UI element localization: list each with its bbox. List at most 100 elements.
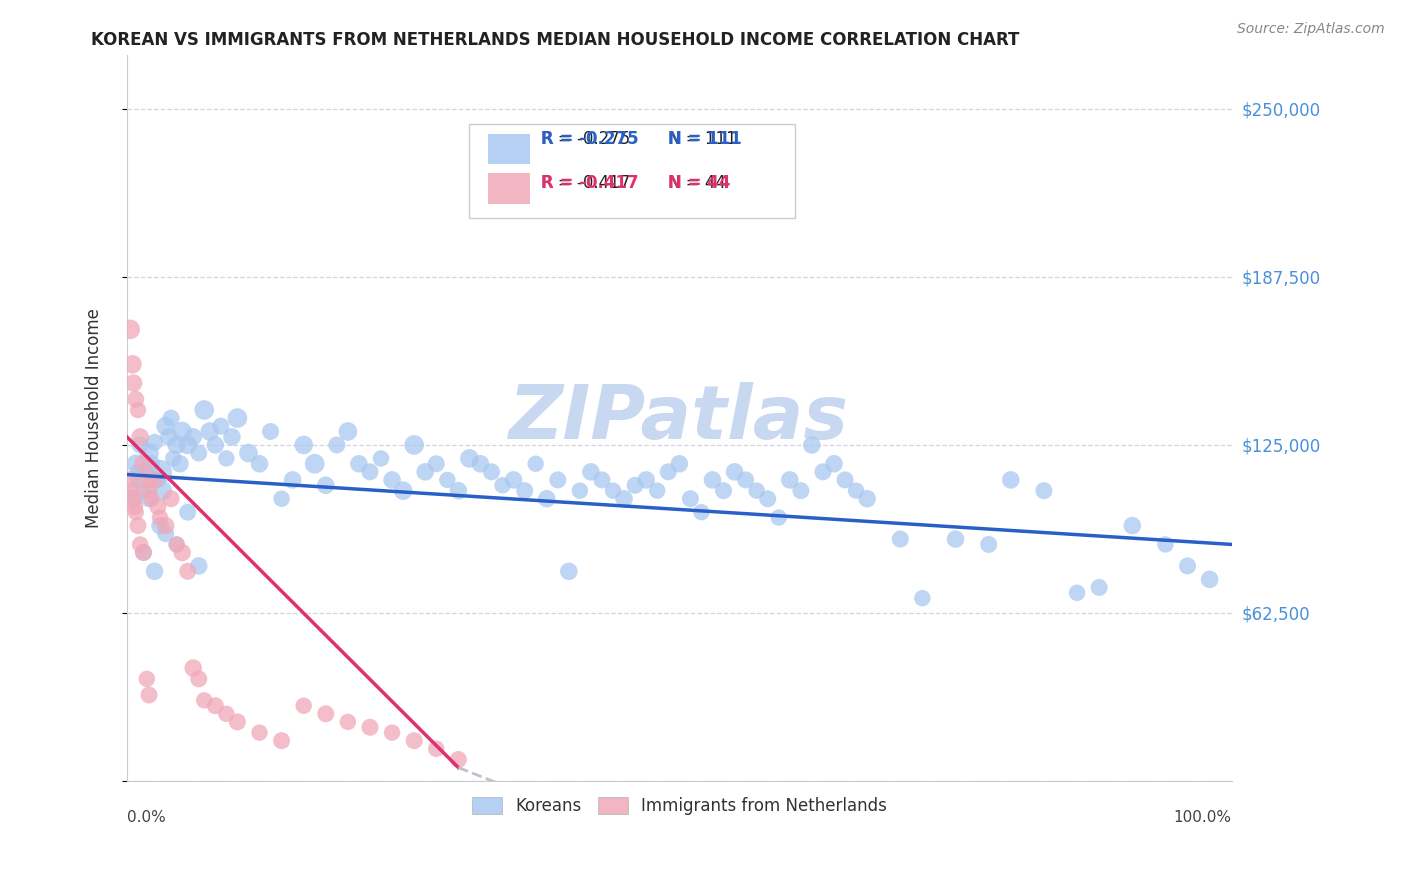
Point bbox=[679, 491, 702, 506]
Point bbox=[129, 438, 152, 452]
Point bbox=[150, 483, 173, 498]
Point bbox=[657, 465, 679, 479]
Text: N = 44: N = 44 bbox=[668, 174, 725, 192]
Point bbox=[209, 419, 232, 434]
Point bbox=[270, 491, 292, 506]
Point bbox=[292, 698, 315, 713]
Point bbox=[215, 451, 238, 466]
Point bbox=[187, 672, 209, 686]
Point bbox=[713, 483, 735, 498]
Point bbox=[143, 473, 166, 487]
Text: R = -0.417: R = -0.417 bbox=[541, 174, 630, 192]
Point bbox=[1088, 581, 1111, 595]
Point bbox=[513, 483, 536, 498]
Point bbox=[336, 714, 359, 729]
Point bbox=[143, 435, 166, 450]
Text: N = 44: N = 44 bbox=[668, 174, 731, 192]
Point bbox=[176, 438, 198, 452]
Point bbox=[160, 411, 183, 425]
Point bbox=[447, 483, 470, 498]
Point bbox=[270, 733, 292, 747]
Point bbox=[122, 376, 145, 391]
Point bbox=[127, 473, 149, 487]
Point bbox=[359, 720, 381, 734]
Point bbox=[149, 510, 172, 524]
Point bbox=[138, 688, 160, 702]
Point bbox=[132, 457, 155, 471]
Point bbox=[166, 537, 188, 551]
Point bbox=[1000, 473, 1022, 487]
Text: R = -0.275: R = -0.275 bbox=[541, 130, 630, 148]
Point bbox=[911, 591, 934, 606]
Point bbox=[1121, 518, 1143, 533]
Point bbox=[624, 478, 647, 492]
Point bbox=[292, 438, 315, 452]
Point bbox=[127, 403, 149, 417]
Point bbox=[636, 473, 658, 487]
FancyBboxPatch shape bbox=[488, 173, 530, 204]
Point bbox=[1066, 586, 1088, 600]
Point bbox=[591, 473, 613, 487]
Point bbox=[425, 741, 447, 756]
Point bbox=[155, 419, 177, 434]
Point bbox=[800, 438, 823, 452]
Point bbox=[146, 473, 169, 487]
Point bbox=[120, 322, 142, 336]
Point bbox=[132, 545, 155, 559]
Point bbox=[124, 500, 146, 514]
Text: N = 111: N = 111 bbox=[668, 130, 742, 148]
Point bbox=[149, 465, 172, 479]
Point bbox=[132, 483, 155, 498]
Point bbox=[524, 457, 547, 471]
Point bbox=[470, 457, 492, 471]
Point bbox=[281, 473, 304, 487]
Point bbox=[326, 438, 349, 452]
Y-axis label: Median Household Income: Median Household Income bbox=[86, 308, 103, 528]
Point bbox=[425, 457, 447, 471]
Text: 100.0%: 100.0% bbox=[1174, 810, 1232, 825]
Point bbox=[125, 392, 148, 407]
Point bbox=[502, 473, 524, 487]
Point bbox=[121, 483, 143, 498]
Point bbox=[146, 500, 169, 514]
Point bbox=[135, 465, 157, 479]
Point bbox=[668, 457, 690, 471]
Point bbox=[187, 558, 209, 573]
FancyBboxPatch shape bbox=[488, 134, 530, 164]
Point bbox=[193, 693, 215, 707]
Point bbox=[138, 483, 160, 498]
Point bbox=[143, 564, 166, 578]
Point bbox=[889, 532, 911, 546]
Text: R = -0.275: R = -0.275 bbox=[541, 130, 638, 148]
Point bbox=[198, 425, 221, 439]
Point bbox=[413, 465, 436, 479]
Point bbox=[381, 473, 404, 487]
Point bbox=[481, 465, 503, 479]
Point bbox=[315, 706, 337, 721]
Point bbox=[558, 564, 581, 578]
Point bbox=[169, 457, 191, 471]
Point bbox=[249, 457, 271, 471]
Point bbox=[756, 491, 779, 506]
Point bbox=[304, 457, 326, 471]
Point bbox=[602, 483, 624, 498]
Point bbox=[734, 473, 756, 487]
Point bbox=[1154, 537, 1177, 551]
Point bbox=[811, 465, 834, 479]
Point bbox=[404, 733, 426, 747]
Point bbox=[536, 491, 558, 506]
FancyBboxPatch shape bbox=[470, 124, 796, 219]
Point bbox=[977, 537, 1000, 551]
Point bbox=[155, 526, 177, 541]
Point bbox=[121, 491, 143, 506]
Text: Source: ZipAtlas.com: Source: ZipAtlas.com bbox=[1237, 22, 1385, 37]
Point bbox=[193, 403, 215, 417]
Point bbox=[132, 545, 155, 559]
Point bbox=[120, 473, 142, 487]
Point bbox=[204, 438, 226, 452]
Point bbox=[723, 465, 745, 479]
Text: KOREAN VS IMMIGRANTS FROM NETHERLANDS MEDIAN HOUSEHOLD INCOME CORRELATION CHART: KOREAN VS IMMIGRANTS FROM NETHERLANDS ME… bbox=[91, 31, 1019, 49]
Point bbox=[138, 446, 160, 460]
Point bbox=[141, 491, 163, 506]
Point bbox=[226, 411, 249, 425]
